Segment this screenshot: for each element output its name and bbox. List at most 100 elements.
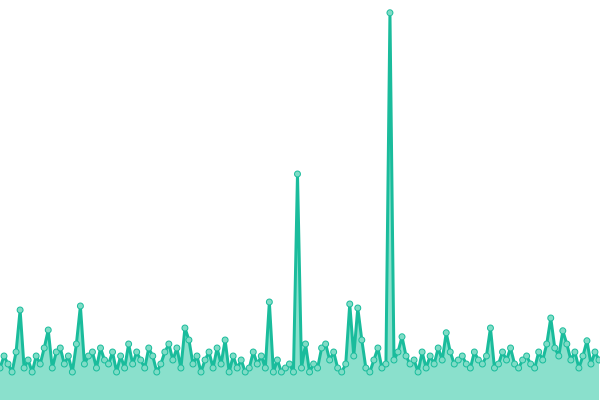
- data-point: [414, 368, 422, 376]
- data-point: [185, 336, 193, 344]
- data-point: [318, 344, 326, 352]
- data-point: [0, 352, 8, 360]
- data-point: [84, 352, 92, 360]
- data-point: [92, 364, 100, 372]
- data-point: [72, 340, 80, 348]
- data-point: [68, 368, 76, 376]
- data-point: [28, 368, 36, 376]
- data-point: [595, 356, 600, 364]
- data-point: [265, 298, 273, 306]
- data-point: [486, 324, 494, 332]
- data-point: [121, 364, 129, 372]
- data-point: [442, 329, 450, 337]
- data-point: [97, 344, 105, 352]
- data-point: [478, 360, 486, 368]
- data-point: [314, 364, 322, 372]
- data-point: [527, 360, 535, 368]
- data-point: [310, 360, 318, 368]
- data-point: [474, 356, 482, 364]
- data-point: [24, 356, 32, 364]
- data-point: [76, 302, 84, 310]
- data-point: [426, 352, 434, 360]
- data-point: [438, 356, 446, 364]
- data-point: [354, 304, 362, 312]
- data-point: [322, 340, 330, 348]
- data-point: [257, 352, 265, 360]
- data-point: [330, 348, 338, 356]
- data-point: [245, 364, 253, 372]
- data-point: [591, 348, 599, 356]
- data-point: [105, 360, 113, 368]
- data-point: [398, 333, 406, 341]
- data-point: [302, 340, 310, 348]
- data-point: [153, 368, 161, 376]
- data-point: [173, 344, 181, 352]
- data-point: [48, 364, 56, 372]
- data-point: [378, 364, 386, 372]
- data-point: [12, 348, 20, 356]
- data-point: [36, 360, 44, 368]
- data-point: [503, 356, 511, 364]
- data-point: [507, 344, 515, 352]
- data-point: [334, 364, 342, 372]
- data-point: [587, 360, 595, 368]
- data-point: [40, 344, 48, 352]
- data-point: [531, 364, 539, 372]
- data-point: [583, 337, 591, 345]
- data-point: [177, 364, 185, 372]
- data-point: [342, 360, 350, 368]
- data-point: [390, 356, 398, 364]
- data-point: [64, 352, 72, 360]
- data-markers: [0, 9, 600, 376]
- data-point: [205, 348, 213, 356]
- data-point: [229, 352, 237, 360]
- data-point: [358, 336, 366, 344]
- data-point: [298, 364, 306, 372]
- data-point: [129, 360, 137, 368]
- data-point: [56, 344, 64, 352]
- data-point: [277, 368, 285, 376]
- data-point: [555, 352, 563, 360]
- data-point: [201, 356, 209, 364]
- data-point: [374, 344, 382, 352]
- data-point: [193, 352, 201, 360]
- data-point: [559, 327, 567, 335]
- data-point: [499, 348, 507, 356]
- data-point: [253, 360, 261, 368]
- data-point: [60, 360, 68, 368]
- data-point: [422, 364, 430, 372]
- data-point: [466, 364, 474, 372]
- data-point: [539, 356, 547, 364]
- data-point: [454, 356, 462, 364]
- data-point: [285, 360, 293, 368]
- data-point: [519, 356, 527, 364]
- data-point: [117, 352, 125, 360]
- data-point: [402, 352, 410, 360]
- data-point: [515, 364, 523, 372]
- data-point: [386, 9, 394, 17]
- data-point: [362, 364, 370, 372]
- data-point: [289, 368, 297, 376]
- data-point: [213, 344, 221, 352]
- data-point: [157, 360, 165, 368]
- data-point: [567, 356, 575, 364]
- data-point: [241, 368, 249, 376]
- data-point: [165, 340, 173, 348]
- data-point: [551, 344, 559, 352]
- data-point: [145, 344, 153, 352]
- data-point: [306, 368, 314, 376]
- data-point: [490, 364, 498, 372]
- data-point: [482, 352, 490, 360]
- data-point: [571, 348, 579, 356]
- data-point: [293, 170, 301, 178]
- data-point: [109, 348, 117, 356]
- data-point: [326, 356, 334, 364]
- data-point: [113, 368, 121, 376]
- data-point: [0, 364, 4, 372]
- data-point: [261, 364, 269, 372]
- data-point: [273, 356, 281, 364]
- series-line: [0, 11, 600, 374]
- data-point: [434, 344, 442, 352]
- data-point: [446, 348, 454, 356]
